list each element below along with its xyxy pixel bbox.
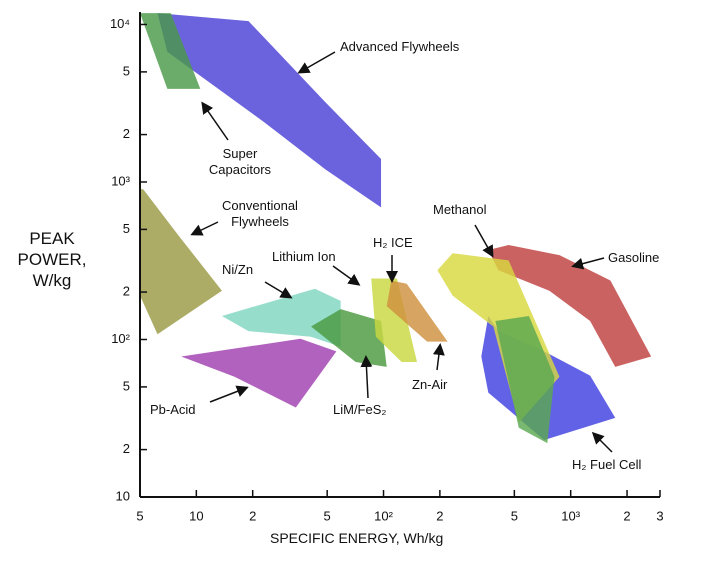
annotation-arrow bbox=[474, 224, 494, 258]
annotation-arrow bbox=[591, 431, 613, 453]
region bbox=[140, 189, 222, 335]
y-tick-label: 5 bbox=[123, 221, 130, 236]
annotation: Ni/Zn bbox=[222, 262, 254, 277]
annotation-arrow bbox=[297, 51, 336, 74]
annotation: LiM/FeS₂ bbox=[333, 402, 387, 417]
y-axis-label: PEAK POWER, W/kg bbox=[17, 229, 87, 290]
annotation: Lithium Ion bbox=[272, 249, 336, 264]
annotation: Methanol bbox=[433, 202, 487, 217]
annotation: Super Capacitors bbox=[208, 146, 272, 177]
region bbox=[157, 13, 382, 208]
annotation: Conventional Flywheels bbox=[222, 198, 298, 229]
y-tick-label: 10² bbox=[111, 331, 130, 346]
annotation-arrow bbox=[264, 281, 293, 299]
y-tick-label: 10 bbox=[116, 488, 130, 503]
region bbox=[495, 315, 555, 444]
x-tick-label: 2 bbox=[436, 508, 443, 523]
annotation: Gasoline bbox=[608, 250, 660, 265]
x-tick-label: 5 bbox=[511, 508, 518, 523]
y-tick-label: 10⁴ bbox=[110, 16, 130, 31]
annotation-arrow bbox=[571, 257, 605, 270]
region bbox=[140, 13, 201, 89]
annotation-arrow bbox=[432, 343, 445, 371]
region bbox=[371, 278, 418, 362]
y-tick-label: 2 bbox=[123, 126, 130, 141]
y-tick-label: 10³ bbox=[111, 173, 130, 188]
x-axis-label: SPECIFIC ENERGY, Wh/kg bbox=[270, 530, 444, 546]
y-tick-label: 5 bbox=[123, 63, 130, 78]
annotation: H₂ ICE bbox=[373, 235, 413, 250]
region bbox=[311, 309, 387, 367]
x-tick-label: 3 bbox=[656, 508, 663, 523]
annotation-arrow bbox=[190, 221, 219, 236]
y-tick-label: 2 bbox=[123, 284, 130, 299]
annotation: Pb-Acid bbox=[150, 402, 196, 417]
x-tick-label: 5 bbox=[136, 508, 143, 523]
x-tick-label: 10³ bbox=[561, 508, 580, 523]
x-tick-label: 10 bbox=[189, 508, 203, 523]
x-tick-label: 2 bbox=[249, 508, 256, 523]
annotation-arrow bbox=[209, 385, 249, 403]
region bbox=[181, 338, 337, 408]
region bbox=[221, 288, 341, 347]
annotation-arrow bbox=[201, 101, 229, 141]
region bbox=[488, 245, 652, 367]
annotation: Advanced Flywheels bbox=[340, 39, 460, 54]
annotation: Zn-Air bbox=[412, 377, 448, 392]
x-tick-label: 5 bbox=[324, 508, 331, 523]
y-tick-label: 5 bbox=[123, 378, 130, 393]
x-tick-label: 2 bbox=[623, 508, 630, 523]
x-tick-label: 10² bbox=[374, 508, 393, 523]
y-tick-label: 2 bbox=[123, 441, 130, 456]
annotation: H₂ Fuel Cell bbox=[572, 457, 642, 472]
annotation-arrow bbox=[332, 265, 361, 286]
annotation-arrow bbox=[360, 355, 373, 399]
region bbox=[386, 280, 448, 342]
